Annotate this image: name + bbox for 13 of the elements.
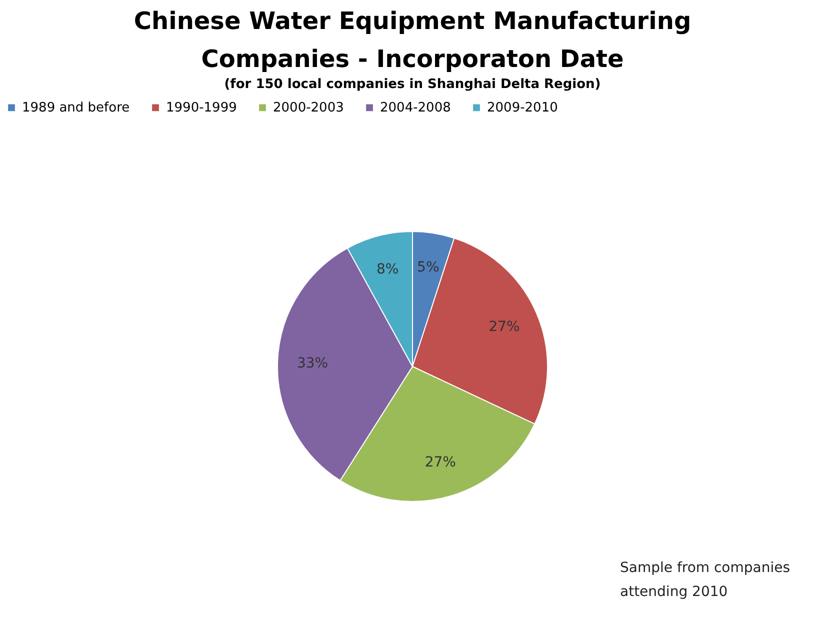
data-label: 27% [488,318,520,335]
legend-label: 2000-2003 [273,100,344,116]
legend-label: 2009-2010 [487,100,558,116]
legend-label: 1989 and before [22,100,130,116]
legend-label: 2004-2008 [380,100,451,116]
text: Sample from companies attending 2010 [620,559,792,602]
data-label: 5% [417,260,440,276]
data-label: 27% [424,454,456,471]
data-label: 33% [296,355,328,372]
legend-label: 1990-1999 [166,100,237,116]
data-label: 8% [376,262,399,278]
chart-subtitle: (for 150 local companies in Shanghai Delta Region) [224,77,601,92]
chart-title: Chinese Water Equipment Manufacturing Companies - Incorporaton Date [134,7,692,73]
